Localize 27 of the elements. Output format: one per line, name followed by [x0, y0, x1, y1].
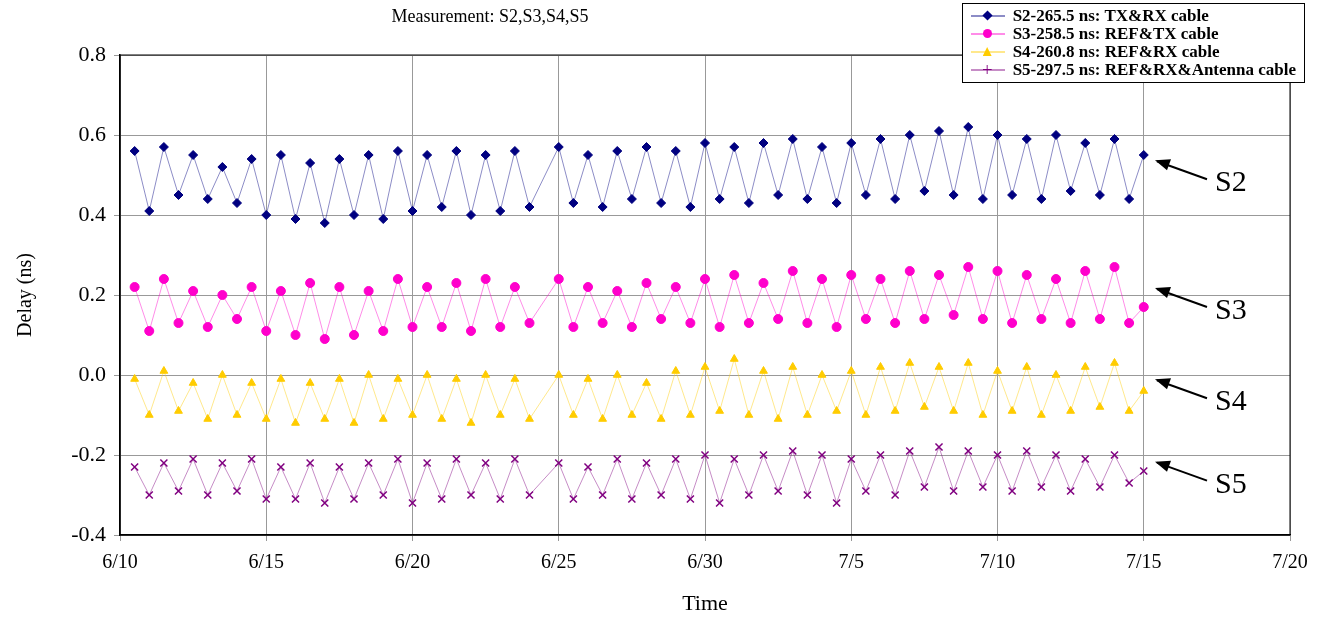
chart-title: Measurement: S2,S3,S4,S5 — [390, 6, 590, 27]
x-tick-label: 6/15 — [248, 550, 285, 573]
x-tick-label: 7/20 — [1272, 550, 1308, 573]
y-tick-label: 0.0 — [78, 360, 106, 386]
annotation: S2 — [1215, 164, 1247, 198]
x-tick-label: 7/5 — [838, 550, 865, 573]
legend-label: S5-297.5 ns: REF&RX&Antenna cable — [1012, 60, 1296, 79]
legend-label: S3-258.5 ns: REF&TX cable — [1012, 24, 1219, 43]
x-tick-label: 7/15 — [1125, 550, 1162, 573]
annotation: S3 — [1215, 291, 1247, 325]
y-tick-label: -0.2 — [71, 440, 106, 466]
x-tick-label: 6/30 — [687, 550, 723, 573]
x-tick-label: 6/25 — [540, 550, 577, 573]
annotation: S5 — [1215, 465, 1247, 499]
legend-label: S2-265.5 ns: TX&RX cable — [1012, 6, 1209, 25]
y-tick-label: 0.2 — [78, 280, 106, 306]
annotation: S4 — [1215, 383, 1247, 417]
y-axis-title: Delay (ns) — [13, 253, 37, 337]
x-tick-label: 7/10 — [979, 550, 1016, 573]
y-tick-label: 0.8 — [78, 40, 106, 66]
x-axis-title: Time — [682, 589, 728, 615]
x-tick-label: 6/10 — [102, 550, 138, 573]
legend-label: S4-260.8 ns: REF&RX cable — [1012, 42, 1220, 61]
x-tick-label: 6/20 — [394, 550, 431, 573]
y-tick-label: 0.4 — [78, 200, 106, 226]
y-tick-label: 0.6 — [78, 120, 106, 146]
y-tick-label: -0.4 — [71, 520, 106, 546]
